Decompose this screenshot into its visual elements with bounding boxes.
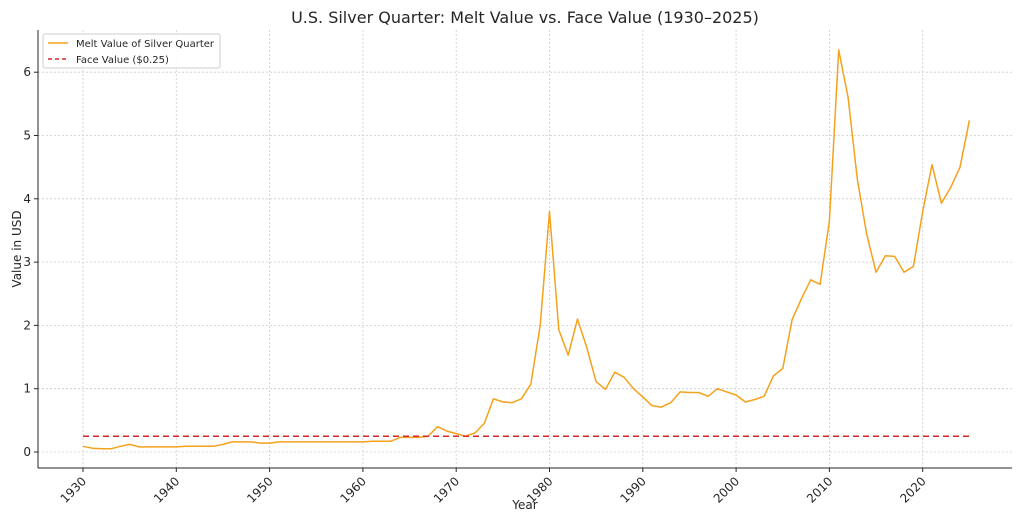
- x-tick-label: 1930: [58, 474, 89, 505]
- x-tick-label: 1970: [431, 474, 462, 505]
- legend-box: [42, 33, 221, 69]
- x-tick-label: 2000: [711, 474, 742, 505]
- x-tick-label: 2010: [804, 474, 835, 505]
- y-tick-label: 2: [23, 318, 31, 332]
- y-tick-label: 0: [23, 445, 31, 459]
- y-tick-label: 5: [23, 129, 31, 143]
- x-tick-label: 2020: [897, 474, 928, 505]
- x-tick-label: 1990: [617, 474, 648, 505]
- legend-label-melt: Melt Value of Silver Quarter: [76, 39, 215, 50]
- y-tick-label: 4: [23, 192, 31, 206]
- y-tick-label: 6: [23, 65, 31, 79]
- chart-title: U.S. Silver Quarter: Melt Value vs. Face…: [291, 8, 759, 27]
- axes: [37, 30, 1012, 469]
- grid: [38, 30, 1012, 468]
- legend-label-face: Face Value ($0.25): [76, 55, 169, 66]
- legend: Melt Value of Silver Quarter Face Value …: [42, 33, 221, 69]
- y-tick-label: 1: [23, 382, 31, 396]
- x-ticks: 1930 1940 1950 1960 1970 1980 1990 2000 2010 2020: [58, 468, 929, 506]
- x-tick-label: 1940: [151, 474, 182, 505]
- x-tick-label: 1950: [244, 474, 275, 505]
- melt-value-line: [82, 49, 971, 450]
- y-ticks: 0 1 2 3 4 5 6: [23, 65, 38, 459]
- y-tick-label: 3: [23, 255, 31, 269]
- y-axis-label: Value in USD: [10, 210, 24, 287]
- x-tick-label: 1960: [338, 474, 369, 505]
- x-axis-label: Year: [511, 498, 537, 512]
- series-layer: [82, 49, 971, 450]
